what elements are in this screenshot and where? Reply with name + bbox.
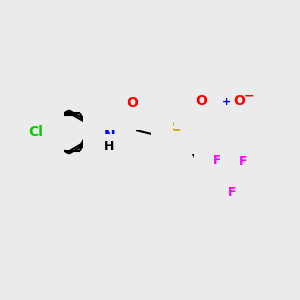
Text: S: S <box>172 120 182 134</box>
Text: N: N <box>214 101 226 115</box>
Text: +: + <box>222 97 231 106</box>
Text: O: O <box>126 96 138 110</box>
Text: H: H <box>104 140 115 154</box>
Text: O: O <box>233 94 245 108</box>
Text: O: O <box>195 94 207 108</box>
Text: Cl: Cl <box>28 125 43 139</box>
Text: F: F <box>239 155 247 168</box>
Text: F: F <box>228 186 237 199</box>
Text: F: F <box>213 154 221 167</box>
Text: −: − <box>244 90 254 103</box>
Text: N: N <box>104 129 115 143</box>
